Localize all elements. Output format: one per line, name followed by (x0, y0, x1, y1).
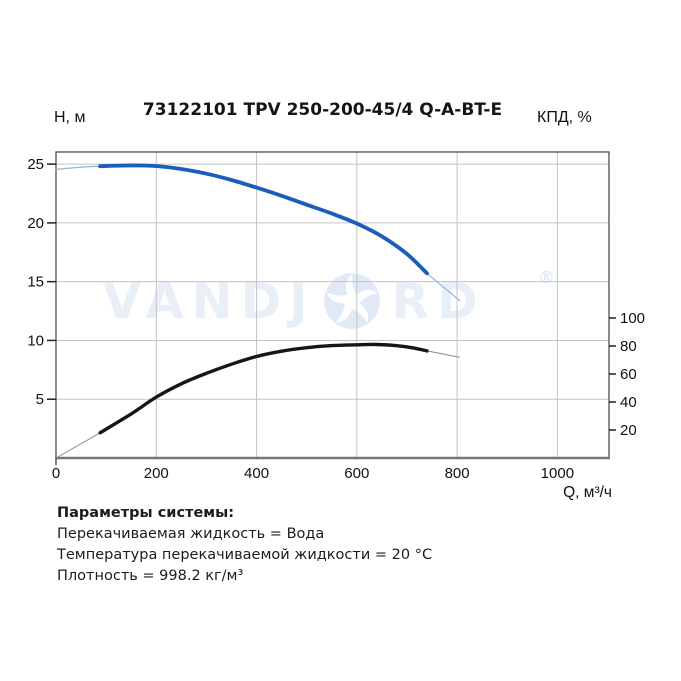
right-axis-tick-label: 80 (620, 338, 637, 355)
page-title: 73122101 TPV 250-200-45/4 Q-A-BT-E (142, 100, 503, 120)
right-axis-title: КПД, % (537, 109, 592, 126)
parameter-liquid: Перекачиваемая жидкость = Вода (57, 526, 325, 542)
right-axis-tick-label: 60 (620, 366, 637, 383)
x-axis-tick-label: 200 (144, 465, 169, 482)
left-axis-tick-label: 25 (27, 156, 44, 173)
parameter-temperature: Температура перекачиваемой жидкости = 20… (57, 547, 433, 563)
left-axis-tick-label: 20 (27, 215, 44, 232)
x-axis-tick-label: 400 (244, 465, 269, 482)
left-axis-title: Н, м (54, 109, 86, 126)
right-axis-tick-label: 20 (620, 422, 637, 439)
x-axis-tick-label: 0 (52, 465, 60, 482)
efficiency-curve-lead (55, 432, 101, 459)
head-curve-lead (55, 165, 101, 170)
right-axis-tick-label: 100 (620, 310, 645, 327)
registered-trademark-icon: ® (538, 268, 555, 288)
left-axis-tick-label: 5 (36, 391, 44, 408)
parameter-density: Плотность = 998.2 кг/м³ (57, 568, 244, 584)
system-parameters-block: Параметры системы: Перекачиваемая жидкос… (57, 503, 432, 587)
head-curve-tail (426, 272, 461, 302)
plot-border (55, 151, 610, 459)
x-axis-tick-label: 800 (445, 465, 470, 482)
head-curve-main (98, 163, 429, 276)
system-parameters-heading: Параметры системы: (57, 505, 235, 521)
left-axis-tick-label: 15 (27, 274, 44, 291)
left-axis-tick-label: 10 (27, 332, 44, 349)
impeller-icon (324, 273, 381, 329)
x-axis-title: Q, м³/ч (563, 484, 612, 501)
x-axis-tick-label: 1000 (541, 465, 574, 482)
right-axis-tick-label: 40 (620, 394, 637, 411)
efficiency-curve-main (98, 342, 429, 435)
x-axis-tick-label: 600 (344, 465, 369, 482)
efficiency-curve-tail (426, 350, 461, 358)
